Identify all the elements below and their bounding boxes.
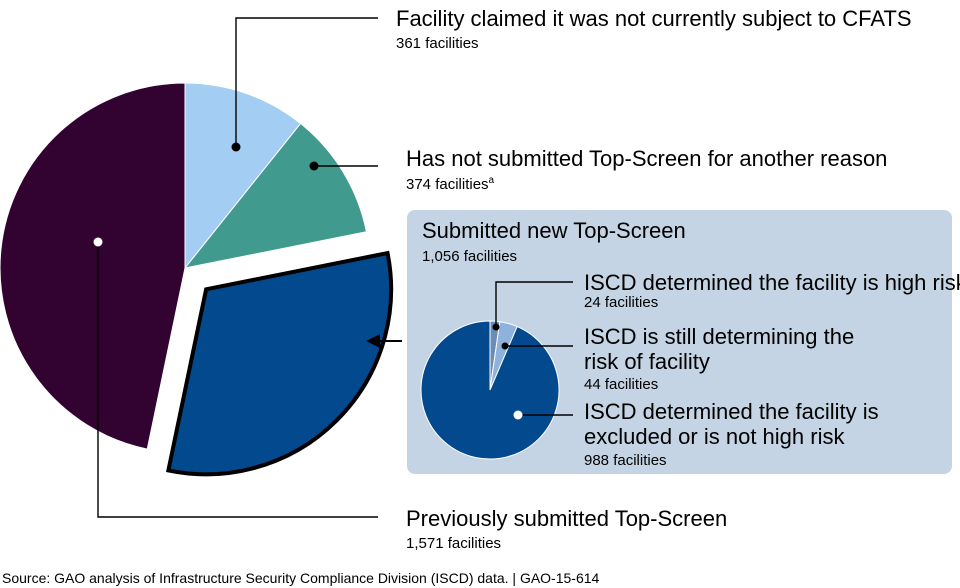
pie-slice-main-3: [0, 82, 186, 450]
inset-subtitle: 1,056 facilities: [422, 248, 517, 265]
leader-line-not-subject: [235, 17, 378, 147]
footnote-marker: a: [489, 175, 495, 186]
leader-lines: [97, 17, 573, 518]
count-other-reason: 374 facilitiesa: [406, 175, 495, 193]
label-excluded-2: excluded or is not high risk: [584, 424, 845, 449]
leader-dot-previous: [93, 237, 103, 247]
leader-line-high-risk: [495, 281, 573, 327]
leader-line-previous: [97, 242, 378, 518]
inset-arrow: [366, 334, 402, 348]
count-still-determining: 44 facilities: [584, 376, 658, 393]
label-not-subject: Facility claimed it was not currently su…: [396, 6, 912, 31]
label-still-determining-2: risk of facility: [584, 349, 710, 374]
count-other-reason-value: 374 facilities: [406, 176, 489, 193]
count-excluded: 988 facilities: [584, 452, 667, 469]
source-note: Source: GAO analysis of Infrastructure S…: [2, 570, 600, 586]
label-excluded-1: ISCD determined the facility is: [584, 399, 879, 424]
main-pie: [0, 82, 394, 477]
label-high-risk: ISCD determined the facility is high ris…: [584, 270, 960, 295]
label-still-determining-1: ISCD is still determining the: [584, 324, 854, 349]
pie-slice-main-0: [184, 82, 302, 270]
label-previous: Previously submitted Top-Screen: [406, 506, 727, 531]
count-previous: 1,571 facilities: [406, 535, 501, 552]
leader-dots: [93, 142, 523, 420]
count-not-subject: 361 facilities: [396, 35, 479, 52]
pie-slice-inset-2: [420, 320, 560, 460]
leader-dot-high-risk: [492, 323, 500, 331]
inset-title: Submitted new Top-Screen: [422, 218, 686, 243]
inset-pie: [420, 320, 560, 460]
pie-slice-main-1: [183, 122, 368, 269]
leader-dot-other-reason: [309, 161, 319, 171]
label-other-reason: Has not submitted Top-Screen for another…: [406, 146, 887, 171]
leader-dot-excluded: [513, 410, 523, 420]
leader-dot-not-subject: [231, 142, 241, 152]
pie-slice-main-2: [165, 250, 394, 477]
count-high-risk: 24 facilities: [584, 294, 658, 311]
leader-dot-still-determining: [501, 342, 509, 350]
